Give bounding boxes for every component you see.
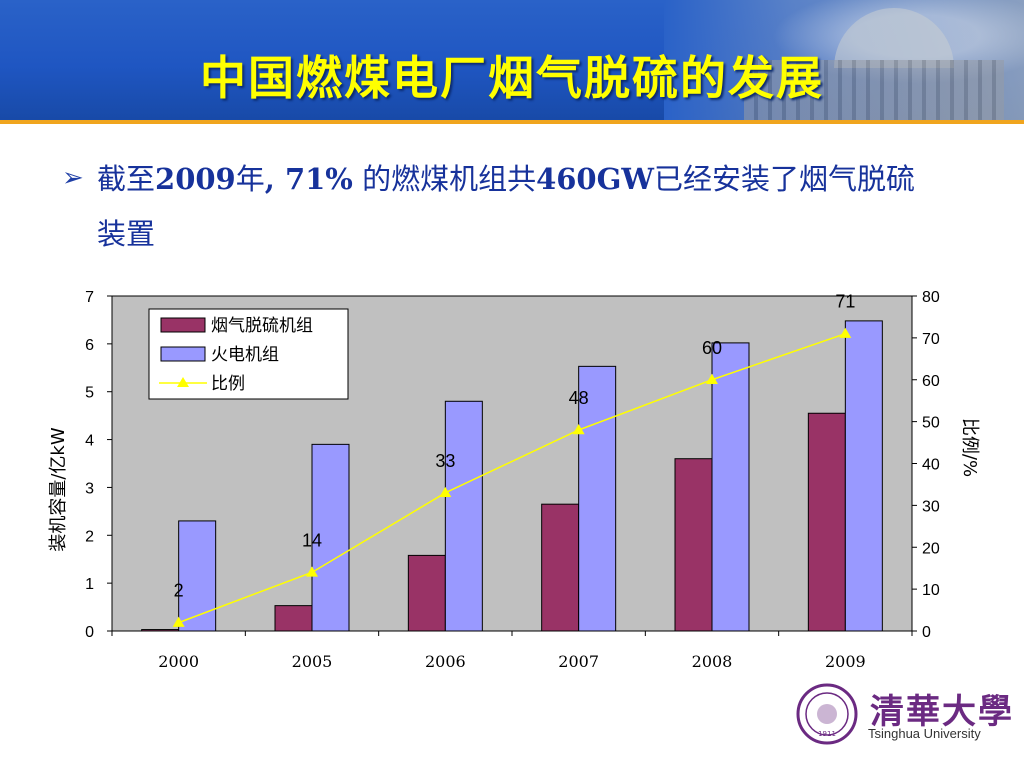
bar-thermal-units [711, 342, 750, 632]
bullet-seg: , 71% [264, 162, 353, 196]
y-tick-label: 2 [85, 528, 94, 545]
x-tick-label: 2007 [558, 652, 599, 671]
ratio-marker [706, 373, 718, 384]
bar-thermal-units [444, 400, 483, 632]
ratio-data-label: 33 [435, 451, 455, 471]
bullet-text: 截至2009年, 71% 的燃煤机组共460GW已经安装了烟气脱硫装置 [97, 152, 937, 262]
banner-divider [0, 120, 1024, 124]
university-name-cn: 清華大學 [870, 692, 1014, 732]
bullet-seg: 年 [235, 162, 265, 196]
x-tick-label: 2008 [692, 652, 733, 671]
legend-ratio-marker [177, 377, 189, 387]
x-tick-label: 2005 [292, 652, 333, 671]
y2-tick-label: 60 [922, 373, 940, 390]
university-name-en: Tsinghua University [868, 726, 981, 741]
bullet-seg: 2009 [155, 162, 236, 196]
y-tick-label: 6 [85, 337, 94, 354]
y-tick-label: 1 [85, 576, 94, 593]
bullet-seg: 的燃煤机组共 [352, 162, 537, 196]
bar-fgd-units [407, 554, 446, 632]
bar-fgd-units [674, 458, 713, 632]
slide-title: 中国燃煤电厂烟气脱硫的发展 [200, 51, 824, 105]
bar-fgd-units [141, 629, 180, 632]
x-tick-label: 2009 [825, 652, 866, 671]
y-tick-label: 4 [85, 433, 94, 450]
ratio-marker [839, 327, 852, 338]
legend-label: 火电机组 [211, 345, 279, 365]
bar-thermal-units [311, 443, 350, 632]
y-tick-label: 5 [85, 385, 94, 402]
bar-thermal-units [578, 365, 617, 632]
legend-label: 比例 [211, 374, 245, 394]
bullet-seg: 截至 [97, 162, 156, 196]
ratio-data-label: 2 [174, 581, 184, 601]
ratio-data-label: 48 [569, 388, 589, 408]
y-tick-label: 7 [85, 289, 94, 306]
bullet-seg: 460GW [536, 162, 654, 196]
y2-tick-label: 70 [922, 331, 940, 348]
ratio-marker [172, 616, 185, 627]
legend-swatch-thermal [160, 346, 206, 362]
y2-tick-label: 40 [922, 457, 940, 474]
ratio-line [178, 332, 846, 624]
ratio-marker [439, 486, 452, 498]
y-axis-title: 装机容量/亿kW [48, 427, 69, 551]
ratio-data-label: 14 [302, 530, 322, 550]
y2-tick-label: 30 [922, 498, 940, 515]
building-facade [744, 60, 1004, 120]
legend-label: 烟气脱硫机组 [211, 316, 313, 336]
bar-fgd-units [274, 605, 313, 632]
y2-tick-label: 10 [922, 582, 940, 599]
y2-tick-label: 0 [922, 624, 931, 641]
legend-swatch-fgd [160, 317, 206, 333]
y-tick-label: 0 [85, 624, 94, 641]
y2-tick-label: 50 [922, 415, 940, 432]
bullet-arrow-icon: ➢ [62, 163, 84, 193]
ratio-marker [306, 566, 318, 577]
bar-thermal-units [844, 320, 883, 632]
y-tick-label: 3 [85, 480, 94, 497]
bar-fgd-units [807, 412, 846, 632]
y2-tick-label: 80 [922, 289, 940, 306]
x-tick-label: 2006 [425, 652, 466, 671]
bar-thermal-units [178, 520, 217, 632]
bullet-seg: 已经安装了烟气脱硫装置 [97, 162, 915, 251]
seal-year: 1911 [818, 730, 836, 738]
bar-fgd-units [541, 503, 580, 632]
ratio-data-label: 60 [702, 338, 722, 358]
campus-building-image [664, 0, 1024, 120]
y2-axis-title: 比例/% [959, 418, 980, 477]
tsinghua-seal-logo: 1911 [796, 683, 858, 745]
ratio-data-label: 71 [835, 292, 855, 312]
x-tick-label: 2000 [158, 652, 199, 671]
title-banner: 中国燃煤电厂烟气脱硫的发展 [0, 0, 1024, 120]
ratio-marker [572, 424, 585, 435]
y2-tick-label: 20 [922, 540, 940, 557]
